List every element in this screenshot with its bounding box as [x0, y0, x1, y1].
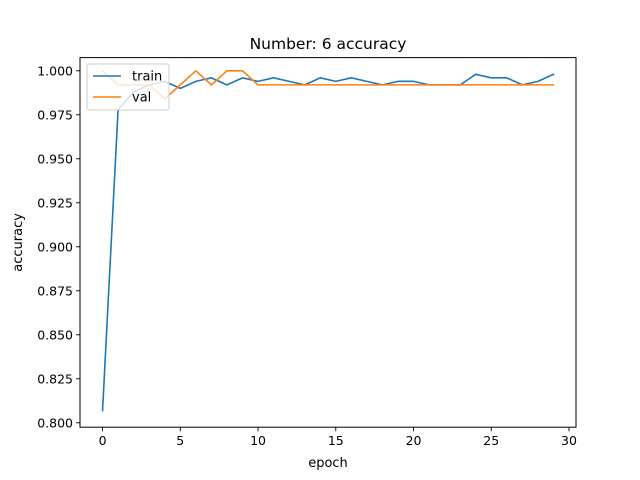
plot-frame [79, 57, 577, 428]
x-tick-label: 5 [176, 433, 184, 448]
y-tick-label: 1.000 [37, 63, 73, 78]
y-tick-label: 0.875 [37, 283, 73, 298]
series-layer [101, 69, 555, 412]
x-axis: 0 5 10 15 20 25 30 [99, 427, 577, 448]
x-tick-label: 30 [561, 433, 577, 448]
x-tick-label: 25 [483, 433, 499, 448]
x-tick-label: 20 [406, 433, 422, 448]
legend-label-train: train [132, 70, 162, 85]
x-tick-label: 0 [99, 433, 107, 448]
y-tick-label: 0.925 [37, 195, 73, 210]
y-tick-label: 0.800 [37, 415, 73, 430]
series-line-train [101, 73, 555, 412]
chart-title: Number: 6 accuracy [250, 35, 407, 53]
x-tick-label: 15 [328, 433, 344, 448]
y-axis-label: accuracy [11, 213, 26, 272]
legend: train val [86, 63, 170, 111]
x-axis-label: epoch [308, 456, 348, 471]
x-tick-label: 10 [250, 433, 266, 448]
series-line-val [101, 69, 555, 100]
legend-label-val: val [132, 91, 151, 106]
y-tick-label: 0.975 [37, 107, 73, 122]
y-tick-label: 0.825 [37, 371, 73, 386]
y-tick-label: 0.850 [37, 327, 73, 342]
y-tick-label: 0.950 [37, 151, 73, 166]
y-tick-label: 0.900 [37, 239, 73, 254]
y-axis: 0.800 0.825 0.850 0.875 0.900 0.925 0.950 0.975… [37, 63, 80, 430]
